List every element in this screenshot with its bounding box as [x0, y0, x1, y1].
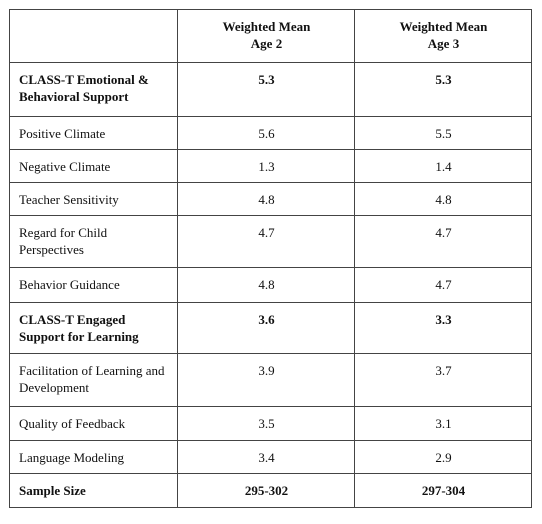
value-cell: 3.6	[177, 302, 355, 354]
value-cell: 3.5	[177, 406, 355, 441]
row-label: Language Modeling	[9, 440, 178, 474]
table-row: Quality of Feedback 3.5 3.1	[9, 406, 532, 441]
value-cell: 4.8	[177, 267, 355, 303]
value-cell: 3.7	[354, 353, 532, 407]
table-row: Negative Climate 1.3 1.4	[9, 149, 532, 183]
header-cell: Weighted Mean Age 3	[354, 9, 532, 63]
value-cell: 5.6	[177, 116, 355, 150]
row-label: Positive Climate	[9, 116, 178, 150]
table-row: Facilitation of Learning and Development…	[9, 353, 532, 407]
empty-cell	[9, 9, 178, 63]
row-label: CLASS-T Emotional & Behavioral Support	[9, 62, 178, 117]
table-row: Teacher Sensitivity 4.8 4.8	[9, 182, 532, 216]
row-label: Regard for Child Perspectives	[9, 215, 178, 268]
value-cell: 3.1	[354, 406, 532, 441]
value-cell: 4.8	[354, 182, 532, 216]
table-row: CLASS-T Engaged Support for Learning 3.6 3…	[9, 302, 532, 354]
row-label: Sample Size	[9, 473, 178, 508]
row-label: Negative Climate	[9, 149, 178, 183]
value-cell: 4.8	[177, 182, 355, 216]
value-cell: 5.3	[354, 62, 532, 117]
row-label: Quality of Feedback	[9, 406, 178, 441]
value-cell: 1.4	[354, 149, 532, 183]
table-row: Weighted Mean Age 2 Weighted Mean Age 3	[9, 9, 532, 63]
table-row: Positive Climate 5.6 5.5	[9, 116, 532, 150]
value-cell: 295-302	[177, 473, 355, 508]
value-cell: 3.4	[177, 440, 355, 474]
value-cell: 3.9	[177, 353, 355, 407]
row-label: Facilitation of Learning and Development	[9, 353, 178, 407]
value-cell: 4.7	[354, 267, 532, 303]
value-cell: 4.7	[354, 215, 532, 268]
row-label: CLASS-T Engaged Support for Learning	[9, 302, 178, 354]
table-row: Sample Size 295-302 297-304	[9, 473, 532, 508]
value-cell: 1.3	[177, 149, 355, 183]
table-row: CLASS-T Emotional & Behavioral Support 5.…	[9, 62, 532, 117]
header-text: Weighted Mean Age 2	[222, 19, 311, 51]
table-row: Language Modeling 3.4 2.9	[9, 440, 532, 474]
table-body: Weighted Mean Age 2 Weighted Mean Age 3 CL…	[9, 9, 532, 508]
value-cell: 3.3	[354, 302, 532, 354]
value-cell: 5.5	[354, 116, 532, 150]
table-row: Regard for Child Perspectives 4.7 4.7	[9, 215, 532, 268]
header-text: Weighted Mean Age 3	[399, 19, 488, 51]
header-cell: Weighted Mean Age 2	[177, 9, 355, 63]
value-cell: 2.9	[354, 440, 532, 474]
value-cell: 297-304	[354, 473, 532, 508]
results-table: Weighted Mean Age 2 Weighted Mean Age 3 CL…	[9, 9, 532, 508]
row-label: Behavior Guidance	[9, 267, 178, 303]
table-row: Behavior Guidance 4.8 4.7	[9, 267, 532, 303]
value-cell: 5.3	[177, 62, 355, 117]
value-cell: 4.7	[177, 215, 355, 268]
row-label: Teacher Sensitivity	[9, 182, 178, 216]
